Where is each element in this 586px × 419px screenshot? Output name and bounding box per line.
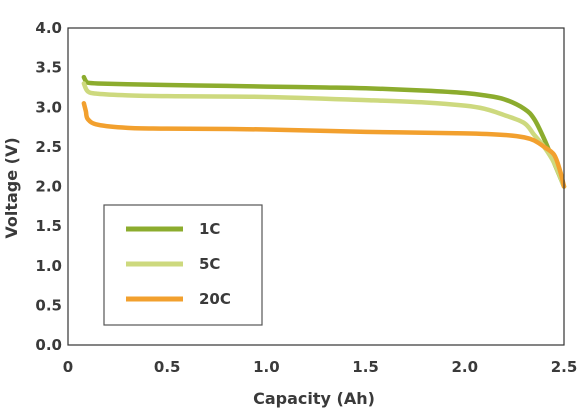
y-tick-label: 0.5 bbox=[35, 296, 62, 314]
y-tick-label: 3.0 bbox=[35, 98, 62, 116]
series-line-1c bbox=[81, 74, 567, 189]
y-tick-label: 4.0 bbox=[35, 19, 62, 37]
series-layer bbox=[81, 74, 567, 189]
legend-label-5c: 5C bbox=[199, 255, 220, 273]
y-tick-label: 2.0 bbox=[35, 178, 62, 196]
legend-label-20c: 20C bbox=[199, 290, 231, 308]
x-tick-label: 0.5 bbox=[154, 358, 181, 376]
y-tick-labels: 0.0 0.5 1.0 1.5 2.0 2.5 3.0 3.5 4.0 bbox=[35, 19, 62, 354]
x-tick-labels: 0 0.5 1.0 1.5 2.0 2.5 bbox=[63, 358, 578, 376]
legend: 1C 5C 20C bbox=[103, 204, 263, 326]
y-tick-label: 1.0 bbox=[35, 257, 62, 275]
y-tick-label: 2.5 bbox=[35, 138, 62, 156]
plot-area-frame bbox=[67, 27, 565, 346]
x-tick-label: 2.5 bbox=[551, 358, 578, 376]
x-tick-label: 1.0 bbox=[253, 358, 280, 376]
y-tick-label: 0.0 bbox=[35, 336, 62, 354]
y-tick-label: 1.5 bbox=[35, 217, 62, 235]
series-line-5c bbox=[81, 81, 567, 189]
x-tick-label: 0 bbox=[63, 358, 73, 376]
x-axis-title: Capacity (Ah) bbox=[253, 389, 375, 408]
y-axis-title: Voltage (V) bbox=[2, 137, 21, 238]
x-tick-label: 2.0 bbox=[452, 358, 479, 376]
series-line-20c bbox=[81, 101, 567, 189]
x-tick-label: 1.5 bbox=[352, 358, 379, 376]
y-tick-label: 3.5 bbox=[35, 59, 62, 77]
legend-label-1c: 1C bbox=[199, 220, 220, 238]
